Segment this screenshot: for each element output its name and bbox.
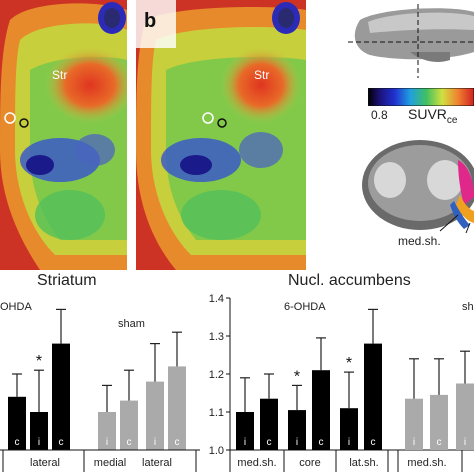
bar-side-label: i (464, 437, 466, 448)
bar (30, 412, 48, 450)
bar-side-label: c (267, 437, 272, 448)
y-tick-label: 1.3 (209, 331, 224, 343)
bar-side-label: i (348, 437, 350, 448)
significance-star: * (36, 353, 42, 370)
bar-side-label: c (15, 437, 20, 448)
bar-side-label: c (437, 437, 442, 448)
chart-striatum: c i c i c i c * lateral medial lateral (0, 308, 200, 472)
atlas-pointer-line (439, 214, 459, 232)
atlas-region-orange (456, 195, 474, 223)
category-label: med.sh. (237, 457, 276, 469)
bar (340, 408, 358, 450)
bar-side-label: c (59, 437, 64, 448)
bar (456, 383, 474, 450)
bar-side-label: i (38, 437, 40, 448)
striatum-label-right: Str (254, 68, 270, 82)
striatum-label-left: Str (52, 68, 68, 82)
coronal-atlas-slice (362, 140, 474, 234)
bar (52, 343, 70, 450)
colorbar-title-main: SUVR (408, 106, 447, 122)
pet-heatmap-b (136, 0, 306, 270)
bar (260, 398, 278, 450)
category-label: med.sh. (407, 457, 446, 469)
category-label: core (299, 457, 320, 469)
colorbar-min-label: 0.8 (371, 108, 388, 122)
y-tick-label: 1.4 (209, 293, 224, 305)
colorbar-title-sub: ce (446, 114, 458, 126)
category-label: lat.sh. (349, 457, 378, 469)
bar-side-label: c (175, 437, 180, 448)
bar (236, 412, 254, 450)
sagittal-brain-outline (348, 4, 474, 78)
bar (364, 343, 382, 450)
pet-image-panel-a: Str (0, 0, 127, 270)
chart-title-striatum: Striatum (37, 272, 97, 289)
bar-side-label: i (154, 437, 156, 448)
bar-side-label: i (244, 437, 246, 448)
atlas-annotation-med-sh: med.sh. (398, 234, 441, 248)
bar (120, 400, 138, 450)
category-label: lateral (30, 457, 60, 469)
significance-star: * (346, 355, 352, 372)
pet-image-panel-b: b Str (136, 0, 306, 270)
colorbar (368, 88, 474, 106)
atlas-region-blue (450, 201, 470, 229)
y-tick-label: 1.0 (209, 445, 224, 457)
chart-title-accumbens: Nucl. accumbens (288, 272, 411, 289)
category-label: lateral (142, 457, 172, 469)
colorbar-title: SUVRce (408, 106, 457, 126)
category-label: medial (94, 457, 126, 469)
bar-side-label: i (106, 437, 108, 448)
y-tick-label: 1.2 (209, 369, 224, 381)
striatum-group-label-sham: sham (118, 318, 145, 330)
accumbens-group-label-6ohda: 6-OHDA (284, 301, 326, 313)
pet-heatmap-a (0, 0, 127, 270)
bar-side-label: i (296, 437, 298, 448)
bar (430, 394, 448, 450)
chart-accumbens: 1.0 1.1 1.2 1.3 1.4 i c i c i c i c i * * med.sh. core lat… (209, 293, 474, 472)
significance-star: * (294, 368, 300, 385)
panel-letter-b: b (144, 10, 157, 32)
atlas-pointer-line-2 (465, 222, 471, 234)
bar-side-label: i (413, 437, 415, 448)
bar (288, 410, 306, 450)
y-tick-label: 1.1 (209, 407, 224, 419)
bar (168, 366, 186, 450)
bar-side-label: c (319, 437, 324, 448)
accumbens-group-label-sham: sh (462, 301, 474, 313)
bar (146, 381, 164, 450)
bar-side-label: c (371, 437, 376, 448)
atlas-region-magenta (458, 160, 474, 205)
bar (405, 398, 423, 450)
bar (312, 370, 330, 450)
striatum-group-label-6ohda: OHDA (0, 301, 32, 313)
bar (98, 412, 116, 450)
bar-side-label: c (127, 437, 132, 448)
bar (8, 396, 26, 450)
